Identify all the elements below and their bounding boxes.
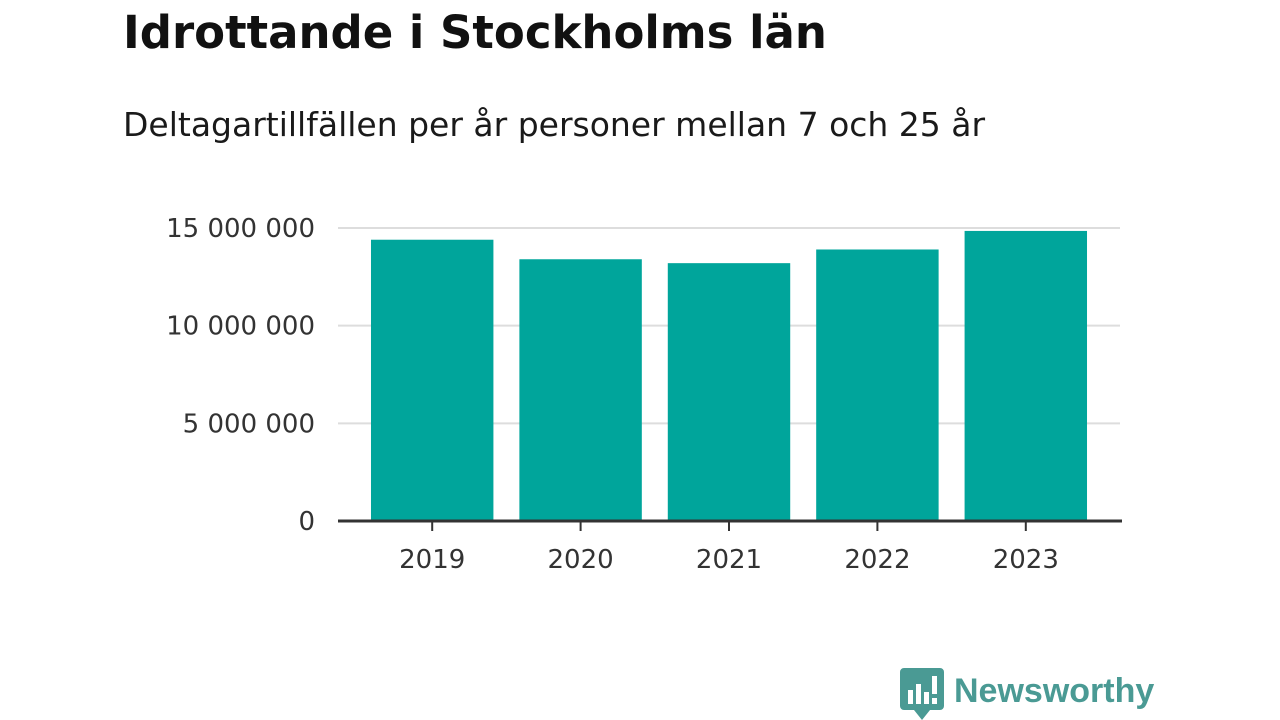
chart-title: Idrottande i Stockholms län <box>123 6 827 59</box>
y-tick-label: 5 000 000 <box>183 409 315 439</box>
bar-2021 <box>667 263 791 521</box>
x-tick-label: 2019 <box>399 545 465 575</box>
bar-2023 <box>964 230 1088 521</box>
y-tick-label: 15 000 000 <box>166 214 315 244</box>
bar-2022 <box>816 249 939 521</box>
y-tick-label: 10 000 000 <box>166 312 315 342</box>
x-tick-label: 2022 <box>844 545 910 575</box>
tick-labels: 0 5 000 000 10 000 000 15 000 000 2019 2020 20… <box>166 214 1059 575</box>
x-tick-label: 2021 <box>696 545 762 575</box>
y-tick-label: 0 <box>298 507 315 537</box>
x-tick-label: 2023 <box>993 545 1059 575</box>
bar-2020 <box>519 259 642 521</box>
chart-subtitle: Deltagartillfällen per år personer mella… <box>123 105 986 144</box>
axes <box>338 519 1122 531</box>
newsworthy-brand: Newsworthy <box>900 668 1154 720</box>
bar-2019 <box>370 239 494 521</box>
brand-name: Newsworthy <box>954 672 1155 710</box>
bar-chart-speech-bubble-icon <box>900 668 944 720</box>
x-tick-label: 2020 <box>548 545 614 575</box>
bars <box>370 230 1088 521</box>
